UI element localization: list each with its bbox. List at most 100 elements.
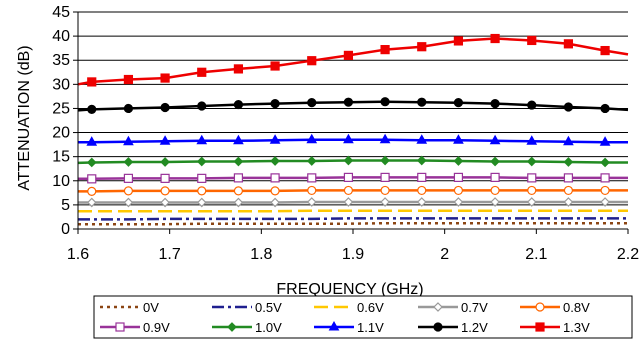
data-point [600, 173, 610, 183]
legend-marker [328, 320, 340, 331]
data-point [416, 155, 427, 166]
data-point [233, 186, 244, 196]
legend-item: 0.6V [314, 300, 384, 315]
y-tick-label: 30 [52, 76, 70, 93]
data-point [416, 197, 427, 207]
data-point [233, 197, 244, 208]
data-point [600, 197, 610, 207]
data-point [417, 185, 427, 196]
series-1_3V [77, 33, 629, 87]
x-tick-label: 2.1 [525, 246, 547, 263]
data-point [563, 173, 574, 183]
data-point [343, 197, 354, 207]
series-0_7V [78, 197, 628, 208]
data-point [490, 99, 500, 109]
data-point [86, 197, 97, 208]
data-point [196, 156, 207, 167]
y-tick-label: 15 [52, 149, 70, 166]
data-point [269, 134, 281, 144]
data-point [380, 97, 390, 107]
data-point [380, 155, 390, 166]
data-point [306, 197, 317, 207]
data-point [270, 173, 280, 183]
data-point [270, 61, 280, 71]
data-point [417, 172, 427, 183]
data-point [453, 36, 464, 46]
data-point [563, 102, 574, 112]
series-0_8V [78, 185, 628, 196]
data-point [160, 157, 170, 167]
tick-labels: 0 5 10 15 20 25 30 35 40 45 1.6 1.7 1.8 1.9 2 2.1 2.2 [52, 4, 639, 263]
data-point [343, 50, 354, 61]
x-tick-label: 2 [440, 246, 449, 263]
legend: 0V 0.5V 0.6V 0.7V 0.8V 0.9V 1.0V 1.1V 1.2V 1.3V [93, 295, 633, 339]
data-point [417, 42, 427, 52]
data-point [453, 185, 464, 196]
legend-item: 0.8V [520, 300, 590, 315]
legend-label: 1.1V [357, 320, 384, 335]
legend-label: 1.0V [255, 320, 282, 335]
data-point [380, 185, 390, 196]
y-tick-label: 20 [52, 125, 70, 142]
legend-marker [227, 322, 237, 332]
legend-label: 0V [143, 300, 159, 315]
data-point [416, 134, 428, 144]
data-point [306, 133, 318, 144]
data-point [489, 134, 501, 145]
data-point [600, 157, 610, 168]
data-point [453, 98, 464, 108]
data-point [527, 35, 537, 46]
y-tick-label: 40 [52, 28, 70, 45]
data-point [123, 197, 134, 208]
data-point [453, 172, 464, 183]
data-point [490, 185, 500, 196]
y-tick-label: 5 [61, 197, 70, 214]
x-tick-label: 1.8 [250, 246, 272, 263]
data-point [600, 103, 610, 114]
series-0_9V [78, 172, 628, 184]
data-point [453, 156, 464, 166]
data-point [490, 197, 500, 207]
data-point [197, 101, 207, 111]
series-line [78, 217, 628, 221]
series-1_2V [77, 97, 629, 115]
data-point [343, 185, 354, 196]
data-point [87, 77, 97, 87]
data-point [233, 134, 244, 145]
data-point [307, 56, 317, 66]
data-point [233, 64, 244, 74]
series-group [77, 33, 629, 226]
y-tick-label: 10 [52, 173, 70, 190]
axes [73, 11, 629, 234]
legend-marker [535, 302, 545, 312]
data-point [343, 155, 354, 166]
data-point [600, 185, 610, 196]
legend-item: 0.9V [100, 320, 170, 335]
data-point [380, 197, 390, 207]
data-point [453, 134, 464, 144]
series-1_0V [77, 155, 628, 168]
data-point [563, 39, 574, 49]
legend-label: 0.8V [563, 300, 590, 315]
data-point [600, 45, 610, 56]
data-point [123, 74, 134, 85]
data-point [160, 73, 170, 83]
data-point [233, 156, 244, 167]
data-point [380, 172, 390, 183]
x-tick-label: 1.9 [342, 246, 364, 263]
y-tick-label: 0 [61, 221, 70, 238]
y-tick-label: 45 [52, 4, 70, 21]
data-point [87, 186, 97, 196]
legend-item: 0V [100, 300, 159, 315]
legend-item: 1.1V [314, 320, 384, 335]
data-point [197, 173, 207, 183]
data-point [526, 156, 537, 167]
data-point [379, 133, 391, 144]
data-point [160, 186, 170, 196]
x-tick-label: 1.7 [159, 246, 181, 263]
legend-label: 0.9V [143, 320, 170, 335]
data-point [160, 102, 170, 113]
data-point [123, 157, 134, 167]
legend-marker [115, 322, 125, 332]
data-point [599, 136, 611, 146]
